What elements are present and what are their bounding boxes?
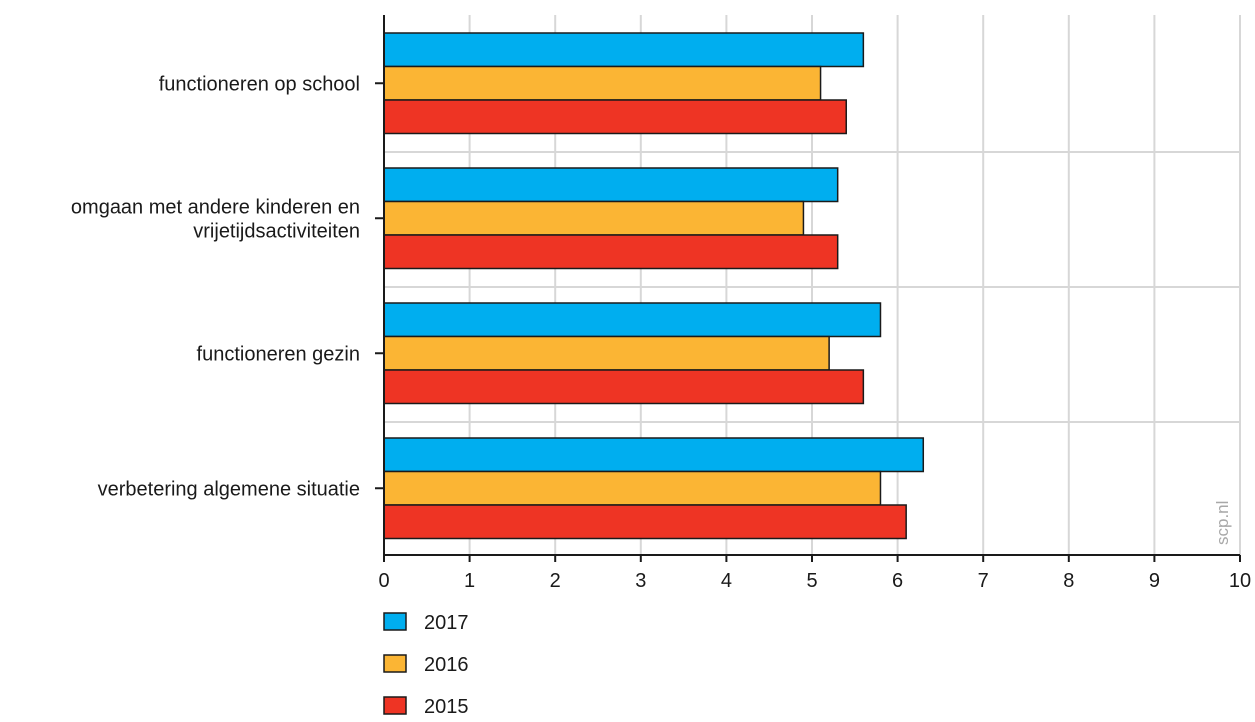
x-tick-label: 4 xyxy=(721,570,732,592)
bars-layer xyxy=(383,32,925,540)
bar-2016 xyxy=(383,335,830,371)
bar-2015 xyxy=(383,234,839,270)
legend-swatch-2015 xyxy=(383,696,407,715)
bar-2017 xyxy=(383,167,839,203)
x-tick-label: 6 xyxy=(892,570,903,592)
category-labels: functioneren op school omgaan met andere … xyxy=(71,73,360,500)
category-label: functioneren op school xyxy=(159,73,360,95)
category-label: functioneren gezin xyxy=(197,343,360,365)
legend-swatch-2017 xyxy=(383,612,407,631)
x-tick-label: 2 xyxy=(550,570,561,592)
x-tick-labels: 0 1 2 3 4 5 6 7 8 9 10 xyxy=(378,570,1251,592)
x-tick-label: 5 xyxy=(806,570,817,592)
legend-label-2017: 2017 xyxy=(424,612,469,634)
category-label: verbetering algemene situatie xyxy=(98,478,360,500)
bar-2017 xyxy=(383,302,882,338)
category-label-line: omgaan met andere kinderen en xyxy=(71,196,360,218)
x-tick-label: 10 xyxy=(1229,570,1251,592)
category-label: omgaan met andere kinderen en vrijetijdsa… xyxy=(71,196,360,242)
watermark: scp.nl xyxy=(1213,501,1232,545)
bar-2016 xyxy=(383,470,882,506)
legend: 2017 2016 2015 xyxy=(383,612,469,718)
x-tick-label: 1 xyxy=(464,570,475,592)
x-tick-label: 3 xyxy=(635,570,646,592)
bar-2015 xyxy=(383,504,907,540)
legend-swatch-2016 xyxy=(383,654,407,673)
x-tick-label: 8 xyxy=(1063,570,1074,592)
axis-layer xyxy=(375,15,1241,562)
bar-2016 xyxy=(383,65,822,101)
legend-label-2016: 2016 xyxy=(424,654,469,676)
bar-2017 xyxy=(383,437,925,473)
category-label-line: verbetering algemene situatie xyxy=(98,478,360,500)
x-tick-label: 0 xyxy=(378,570,389,592)
legend-label-2015: 2015 xyxy=(424,696,469,718)
bar-2015 xyxy=(383,369,865,405)
bar-2015 xyxy=(383,99,847,135)
bar-2017 xyxy=(383,32,865,68)
bar-2016 xyxy=(383,200,805,236)
x-tick-label: 7 xyxy=(978,570,989,592)
category-label-line: vrijetijdsactiviteiten xyxy=(193,220,360,242)
category-label-line: functioneren op school xyxy=(159,73,360,95)
x-tick-label: 9 xyxy=(1149,570,1160,592)
category-label-line: functioneren gezin xyxy=(197,343,360,365)
